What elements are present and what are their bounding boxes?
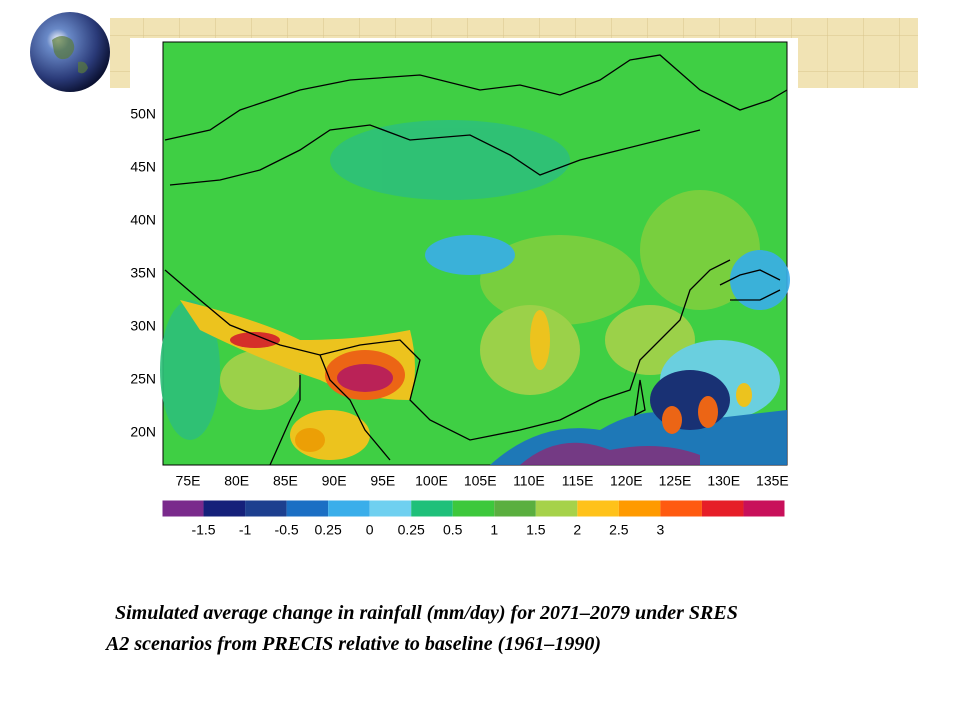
colorbar-swatch — [743, 500, 785, 517]
colorbar-swatch — [577, 500, 619, 517]
colorbar-swatch — [494, 500, 536, 517]
colorbar-label: 3 — [657, 522, 665, 538]
caption-line: Simulated average change in rainfall (mm… — [115, 602, 738, 624]
colorbar-swatch — [286, 500, 329, 517]
lat-label: 35N — [130, 265, 156, 281]
colorbar-frame — [161, 499, 786, 518]
lon-label: 75E — [176, 473, 201, 489]
lat-label: 25N — [130, 371, 156, 387]
lat-label: 40N — [130, 212, 156, 228]
colorbar-label: 1.5 — [526, 522, 546, 538]
colorbar-label: 2.5 — [609, 522, 629, 538]
colorbar-label: -1.5 — [191, 522, 215, 538]
colorbar-swatch — [328, 500, 370, 517]
lon-label: 125E — [659, 473, 692, 489]
globe-land — [52, 36, 88, 74]
lat-label: 50N — [130, 106, 156, 122]
colorbar-label: 1 — [490, 522, 498, 538]
lon-label: 110E — [513, 473, 545, 489]
colorbar-swatch — [660, 500, 702, 517]
colorbar-swatch — [369, 500, 412, 517]
lat-label: 20N — [130, 424, 156, 440]
colorbar-swatch — [245, 500, 287, 517]
lon-label: 95E — [370, 473, 395, 489]
colorbar-swatch — [452, 500, 495, 517]
lon-label: 85E — [273, 473, 298, 489]
colorbar-swatch — [162, 500, 204, 517]
lon-label: 100E — [415, 473, 448, 489]
colorbar-swatch — [701, 500, 744, 517]
lon-label: 120E — [610, 473, 643, 489]
lon-label: 90E — [322, 473, 347, 489]
colorbar-swatch — [618, 500, 661, 517]
lon-label: 115E — [562, 473, 594, 489]
colorbar-label: -1 — [239, 522, 252, 538]
caption-line: A2 scenarios from PRECIS relative to bas… — [104, 633, 601, 655]
colorbar-label: 0.25 — [315, 522, 342, 538]
lat-label: 45N — [130, 159, 156, 175]
colorbar-label: 0.5 — [443, 522, 463, 538]
lat-label: 30N — [130, 318, 156, 334]
colorbar-label: 0 — [366, 522, 374, 538]
lon-label: 80E — [224, 473, 249, 489]
colorbar-label: 2 — [573, 522, 581, 538]
colorbar-label: 0.25 — [398, 522, 425, 538]
colorbar-swatch — [411, 500, 453, 517]
colorbar-label: -0.5 — [275, 522, 299, 538]
lon-label: 135E — [756, 473, 789, 489]
colorbar-swatch — [535, 500, 578, 517]
lon-label: 130E — [707, 473, 740, 489]
colorbar-swatch — [203, 500, 246, 517]
map — [160, 41, 790, 466]
lon-label: 105E — [464, 473, 497, 489]
